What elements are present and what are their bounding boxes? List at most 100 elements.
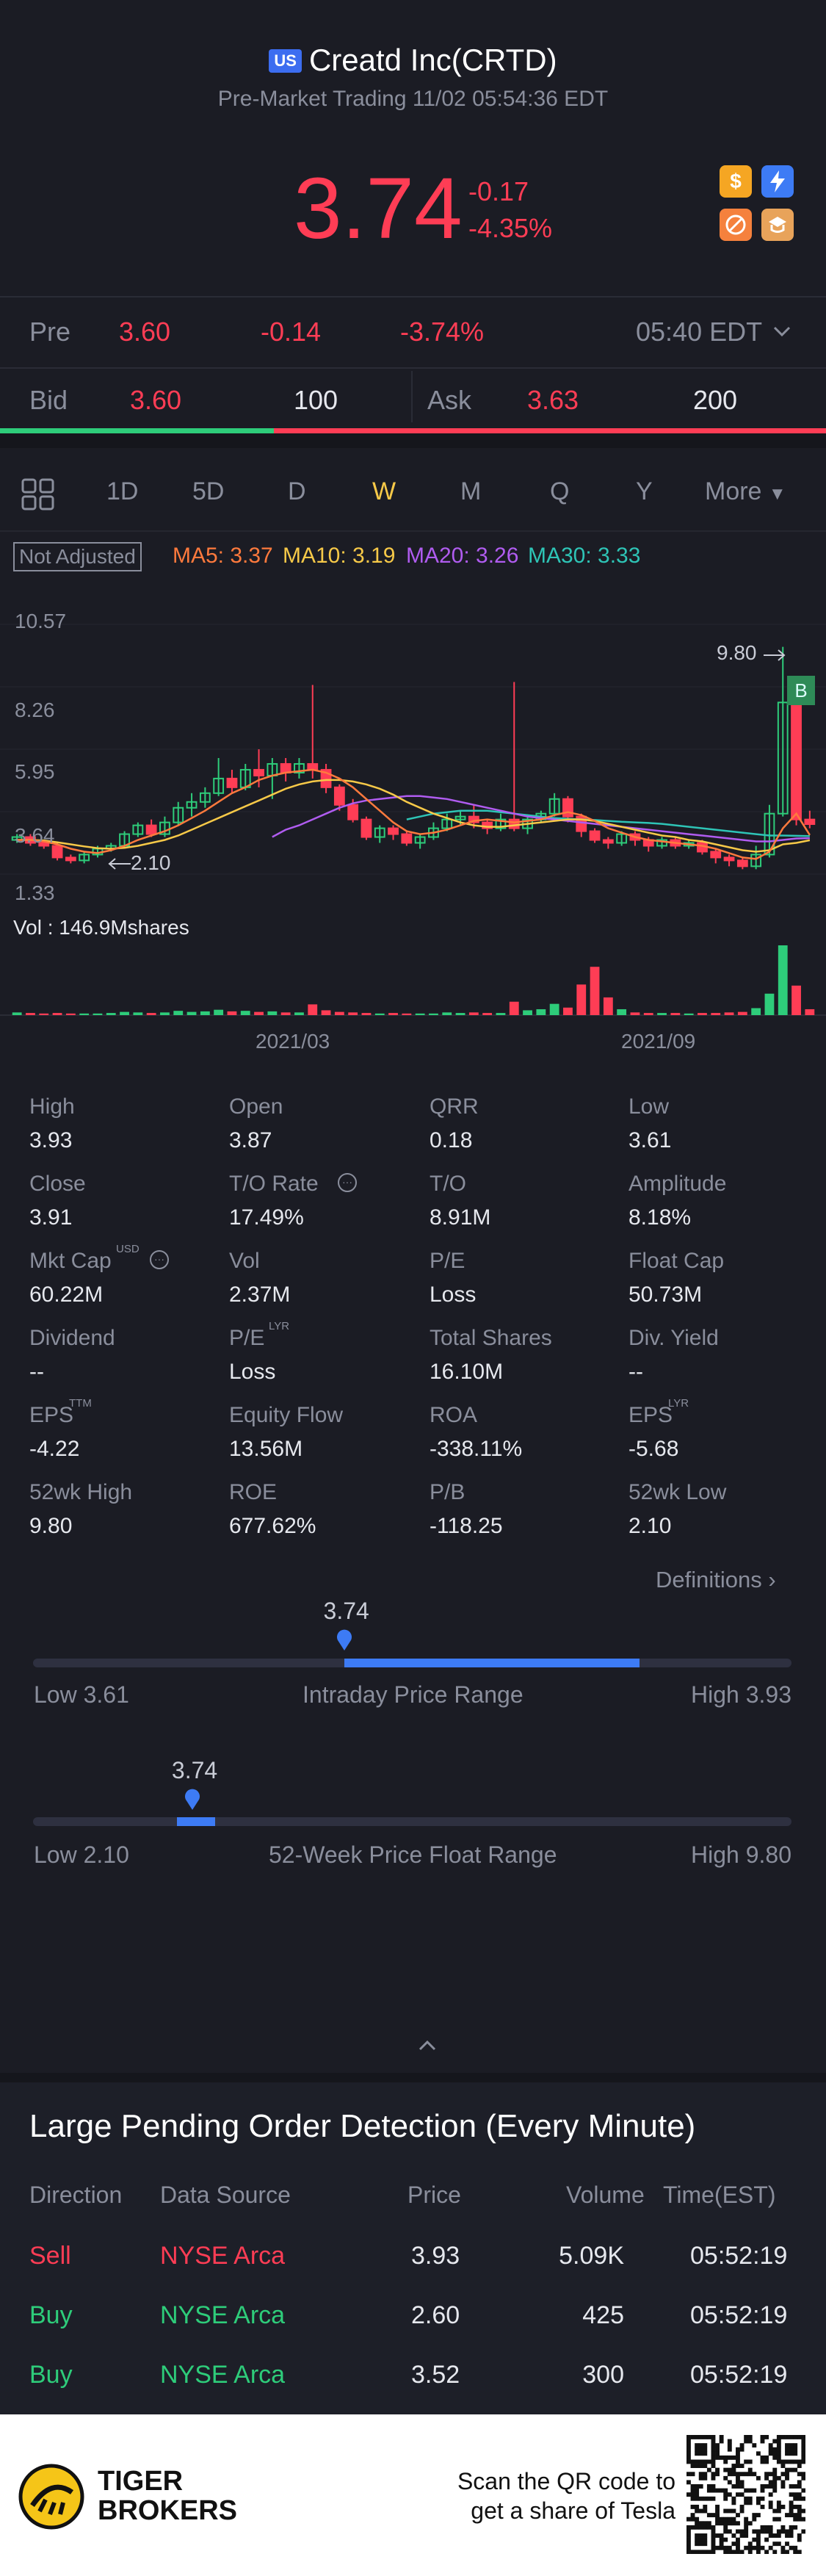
stat-value: 3.93 <box>29 1128 73 1152</box>
qr-module <box>801 2451 805 2456</box>
candle-body <box>401 833 413 844</box>
qr-module <box>785 2550 789 2554</box>
intraday-marker-icon <box>336 1629 352 1650</box>
options-icon[interactable] <box>761 209 794 241</box>
intraday-title: Intraday Price Range <box>302 1681 524 1708</box>
order-volume: 425 <box>582 2301 624 2329</box>
qr-module <box>797 2464 802 2468</box>
orders-title: Large Pending Order Detection (Every Min… <box>29 2108 696 2144</box>
qr-module <box>744 2459 749 2464</box>
buy-marker[interactable]: B <box>787 676 815 705</box>
no-short-icon[interactable] <box>720 209 752 241</box>
qr-module <box>715 2451 720 2456</box>
qr-module <box>731 2496 736 2501</box>
ask-label: Ask <box>427 385 472 415</box>
ma30-label: MA30: 3.33 <box>528 544 641 568</box>
tab-d[interactable]: D <box>288 477 306 505</box>
qr-module <box>739 2480 745 2485</box>
qr-module <box>698 2525 703 2530</box>
qr-module <box>711 2447 716 2452</box>
qr-module <box>764 2459 769 2464</box>
qr-module <box>801 2455 805 2460</box>
bid-size: 100 <box>294 385 338 415</box>
qr-module <box>772 2484 778 2489</box>
qr-module <box>764 2484 769 2489</box>
ma20-line <box>272 795 810 843</box>
tab-5d[interactable]: 5D <box>192 477 225 505</box>
volume-bar <box>214 1009 224 1015</box>
tab-m[interactable]: M <box>460 477 482 505</box>
volume-bar <box>160 1012 170 1015</box>
pre-change: -0.14 <box>261 317 322 347</box>
info-icon[interactable]: ··· <box>150 1250 169 1269</box>
cta-line1: Scan the QR code to <box>457 2468 675 2494</box>
info-icon[interactable]: ··· <box>338 1173 357 1192</box>
qr-module <box>747 2459 753 2464</box>
volume-bar <box>455 1013 465 1015</box>
qr-module <box>760 2455 765 2460</box>
qr-module <box>736 2472 740 2477</box>
qr-module <box>695 2504 700 2509</box>
qr-module <box>698 2537 703 2542</box>
qr-module <box>698 2472 703 2477</box>
qr-module <box>785 2447 789 2452</box>
volume-label: Vol : 146.9Mshares <box>13 916 189 939</box>
volume-bar <box>643 1013 653 1015</box>
stat-value: Loss <box>229 1360 276 1384</box>
qr-module <box>703 2541 708 2547</box>
tab-q[interactable]: Q <box>550 477 570 505</box>
volume-bar <box>563 1007 573 1015</box>
qr-module <box>719 2533 724 2538</box>
volume-bar <box>415 1013 425 1015</box>
qr-module <box>695 2451 700 2456</box>
dollar-icon[interactable]: $ <box>720 165 752 198</box>
qr-module <box>706 2484 711 2489</box>
qr-module <box>731 2521 736 2526</box>
volume-bar <box>576 984 587 1015</box>
qr-module <box>752 2472 757 2477</box>
qr-module <box>723 2459 728 2464</box>
qr-module <box>789 2504 794 2509</box>
qr-module <box>690 2459 695 2464</box>
chevron-up-icon[interactable] <box>416 2036 439 2057</box>
qr-module <box>690 2488 695 2493</box>
volume-bar <box>133 1012 143 1015</box>
qr-module <box>715 2504 720 2509</box>
candle <box>173 801 184 826</box>
tab-1d[interactable]: 1D <box>106 477 139 505</box>
tab-w[interactable]: W <box>372 477 396 505</box>
qr-module <box>789 2513 794 2518</box>
lightning-icon[interactable] <box>761 165 794 198</box>
qr-module <box>711 2550 716 2554</box>
candlestick-chart[interactable] <box>0 588 826 1072</box>
qr-module <box>768 2447 773 2452</box>
candle-body <box>38 842 50 847</box>
qr-module <box>736 2521 740 2526</box>
definitions-link[interactable]: Definitions › <box>656 1567 776 1593</box>
qr-module <box>736 2464 740 2468</box>
qr-module <box>711 2541 716 2547</box>
chevron-down-icon[interactable] <box>771 320 793 346</box>
qr-module <box>776 2517 781 2522</box>
volume-bar <box>374 1013 385 1015</box>
grid-icon[interactable] <box>21 477 56 515</box>
qr-code[interactable] <box>686 2435 805 2554</box>
qr-module <box>776 2447 781 2452</box>
qr-module <box>703 2475 708 2481</box>
qr-module <box>744 2521 749 2526</box>
qr-module <box>731 2533 736 2538</box>
tab-more[interactable]: More ▼ <box>705 477 786 506</box>
qr-module <box>764 2537 769 2542</box>
adjust-toggle[interactable]: Not Adjusted <box>13 542 142 571</box>
qr-module <box>801 2447 805 2452</box>
qr-module <box>719 2455 724 2460</box>
tab-y[interactable]: Y <box>636 477 653 505</box>
qr-module <box>760 2459 765 2464</box>
tab-more-label: More <box>705 477 762 505</box>
candle-body <box>495 818 507 829</box>
qr-module <box>793 2504 798 2509</box>
qr-module <box>776 2443 781 2448</box>
candle <box>508 682 520 831</box>
stat-label: P/B <box>430 1480 465 1504</box>
stat-value: 677.62% <box>229 1514 316 1538</box>
